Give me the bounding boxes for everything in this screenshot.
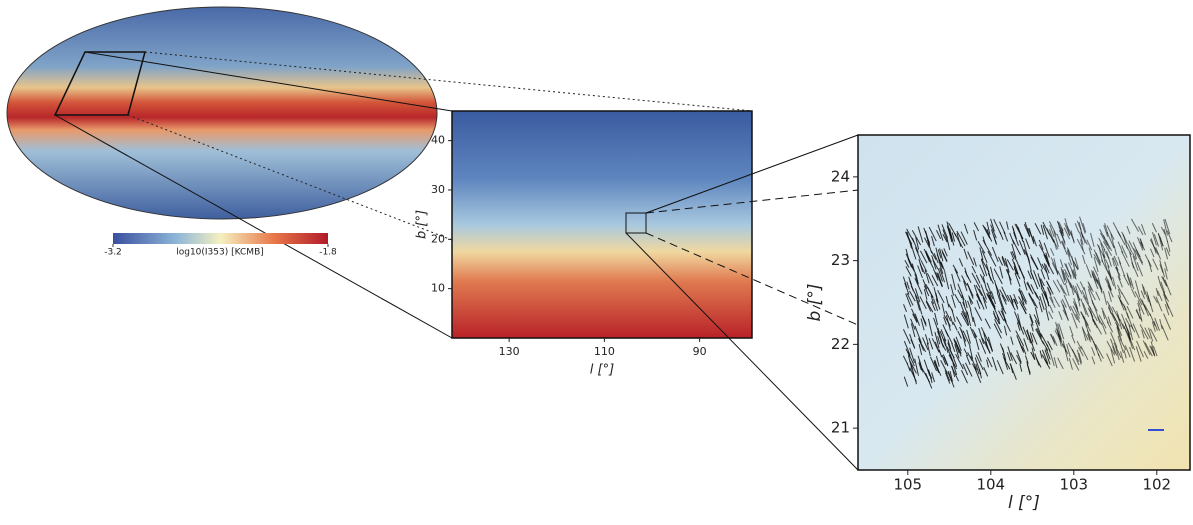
x-tick-label: 102: [1142, 476, 1171, 494]
figure: -3.2 -1.8 log10(I353) [KCMB] 130 110 90 10 20 30…: [0, 0, 1193, 525]
x-tick-label: 110: [594, 345, 615, 358]
y-tick-label: 30: [431, 183, 445, 196]
x-axis-label: l [°]: [590, 363, 614, 378]
colorbar: [113, 233, 328, 244]
x-tick-label: 105: [893, 476, 922, 494]
zoom-panel: [452, 111, 752, 338]
y-tick-label: 10: [431, 282, 445, 295]
y-tick-label: 20: [431, 232, 445, 245]
x-tick-label: 103: [1059, 476, 1088, 494]
colorbar-tick-label: -3.2: [104, 248, 122, 258]
x-tick-label: 104: [976, 476, 1005, 494]
y-tick-label: 22: [831, 335, 850, 353]
y-tick-label: 40: [431, 134, 445, 147]
y-tick-label: 24: [831, 167, 850, 185]
y-axis-label: b [°]: [415, 210, 430, 239]
colorbar-tick-label: -1.8: [319, 248, 337, 258]
x-tick-label: 90: [693, 345, 707, 358]
x-tick-label: 130: [499, 345, 520, 358]
all-sky-map: [7, 7, 437, 219]
y-tick-label: 21: [831, 419, 850, 437]
colorbar-label: log10(I353) [KCMB]: [176, 248, 264, 258]
y-tick-label: 23: [831, 251, 850, 269]
x-axis-label: l [°]: [1008, 493, 1040, 513]
y-axis-label: b [°]: [805, 284, 825, 322]
